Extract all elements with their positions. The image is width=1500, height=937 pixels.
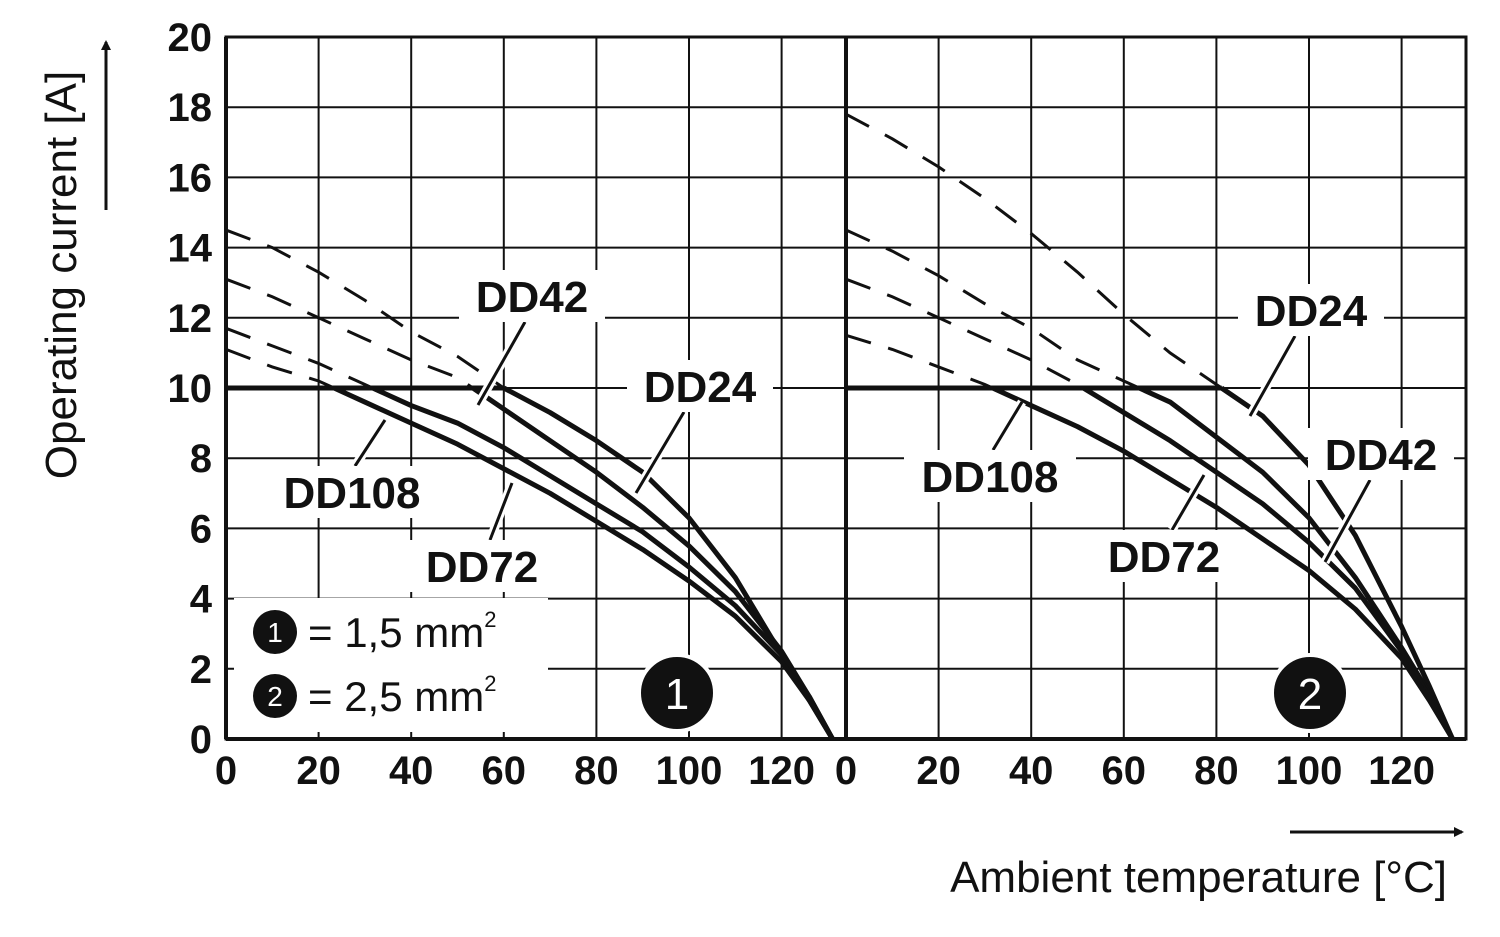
curve-dd108-dashed-panel-1 <box>225 347 335 390</box>
legend-marker-2 <box>253 674 297 718</box>
x-tick-label: 0 <box>215 749 237 793</box>
series-label-box-dd24 <box>1238 284 1384 336</box>
y-tick-labels: 0 2 4 6 8 10 12 14 16 18 20 <box>168 16 213 762</box>
curve-dd108-solid-panel-1 <box>332 385 835 741</box>
panel-marker-1-number: 1 <box>665 670 689 719</box>
y-tick-label: 4 <box>190 578 213 622</box>
x-tick-label: 0 <box>835 749 857 793</box>
panel-marker-1: 1 <box>637 653 717 733</box>
series-label-dd24-panel-2: DD24 <box>1255 287 1368 336</box>
curve-dd42-dashed-panel-1 <box>225 277 474 390</box>
legend-marker-2-number: 2 <box>267 681 283 712</box>
curve-dd24-dashed-panel-1 <box>225 228 505 390</box>
leader-line-dd24 <box>634 411 686 494</box>
x-tick-label: 60 <box>1102 749 1147 793</box>
y-tick-label: 0 <box>190 718 212 762</box>
series-label-box-dd24 <box>627 360 773 412</box>
series-label-dd108-panel-1: DD108 <box>284 469 421 518</box>
y-tick-label: 16 <box>168 156 213 200</box>
legend-marker-1 <box>253 610 297 654</box>
series-label-dd42-panel-1: DD42 <box>476 273 589 322</box>
curve-dd72-dashed-panel-2 <box>845 277 1085 390</box>
y-axis-title: Operating current [A] <box>37 71 86 479</box>
series-label-box-dd108 <box>266 466 438 518</box>
leader-line-dd108 <box>991 401 1024 451</box>
y-tick-label: 12 <box>168 297 213 341</box>
leader-line-dd42 <box>476 321 527 406</box>
y-tick-label: 6 <box>190 507 212 551</box>
y-tick-label: 14 <box>168 227 213 271</box>
x-tick-label: 60 <box>482 749 527 793</box>
x-tick-label: 120 <box>1368 749 1435 793</box>
series-label-box-dd42 <box>1308 428 1454 480</box>
series-label-dd72-panel-2: DD72 <box>1108 533 1221 582</box>
leader-line-dd24 <box>1248 335 1297 417</box>
x-tick-labels-panel-1: 0 20 40 60 80 100 120 <box>215 749 815 793</box>
series-label-dd108-panel-2: DD108 <box>922 453 1059 502</box>
panel-marker-2-circle <box>1270 653 1350 733</box>
legend-text-2-sup: 2 <box>484 671 496 696</box>
curve-dd42-dashed-panel-2 <box>845 228 1140 390</box>
series-label-box-dd42 <box>459 270 605 322</box>
legend-marker-1-number: 1 <box>267 617 283 648</box>
legend: 1 = 1,5 mm2 2 = 2,5 mm2 <box>234 598 548 732</box>
curve-dd108-solid-panel-2 <box>991 385 1455 741</box>
panel-marker-2: 2 <box>1270 653 1350 733</box>
series-label-box-dd108 <box>904 450 1076 502</box>
curve-dd108-dashed-panel-2 <box>845 333 994 390</box>
x-tick-label: 120 <box>748 749 815 793</box>
curves <box>225 112 1455 741</box>
leader-line-dd72 <box>488 482 514 541</box>
legend-text-1-sup: 2 <box>484 607 496 632</box>
x-tick-label: 20 <box>916 749 961 793</box>
legend-text-1: = 1,5 mm2 <box>308 607 496 656</box>
panel-marker-2-number: 2 <box>1298 670 1322 719</box>
x-axis-title: Ambient temperature [°C] <box>950 853 1447 902</box>
x-tick-label: 80 <box>574 749 619 793</box>
x-tick-label: 20 <box>296 749 341 793</box>
y-tick-label: 20 <box>168 16 213 60</box>
series-label-box-dd72 <box>1091 530 1237 582</box>
curve-dd24-dashed-panel-2 <box>845 112 1223 390</box>
leader-line-dd42 <box>1323 479 1372 563</box>
series-label-box-dd72 <box>409 540 555 592</box>
leader-line-dd108 <box>353 419 387 467</box>
legend-text-2-main: = 2,5 mm <box>308 673 484 720</box>
y-tick-label: 8 <box>190 437 212 481</box>
leader-line-dd72 <box>1170 474 1206 531</box>
x-tick-labels-panel-2: 0 20 40 60 80 100 120 <box>835 749 1435 793</box>
x-tick-label: 40 <box>389 749 434 793</box>
series-label-dd72-panel-1: DD72 <box>426 543 539 592</box>
x-tick-label: 100 <box>656 749 723 793</box>
x-tick-label: 100 <box>1276 749 1343 793</box>
legend-text-2: = 2,5 mm2 <box>308 671 496 720</box>
x-tick-label: 40 <box>1009 749 1054 793</box>
y-tick-label: 2 <box>190 648 212 692</box>
legend-text-1-main: = 1,5 mm <box>308 609 484 656</box>
y-tick-label: 18 <box>168 86 213 130</box>
series-label-dd42-panel-2: DD42 <box>1325 431 1438 480</box>
x-tick-label: 80 <box>1194 749 1239 793</box>
series-label-dd24-panel-1: DD24 <box>644 363 757 412</box>
curve-dd72-solid-panel-1 <box>371 385 835 741</box>
curve-dd24-solid-panel-2 <box>1220 385 1455 741</box>
plot-frame <box>224 35 1468 741</box>
y-tick-label: 10 <box>168 367 213 411</box>
curve-dd72-solid-panel-2 <box>1081 385 1455 741</box>
panel-marker-1-circle <box>637 653 717 733</box>
